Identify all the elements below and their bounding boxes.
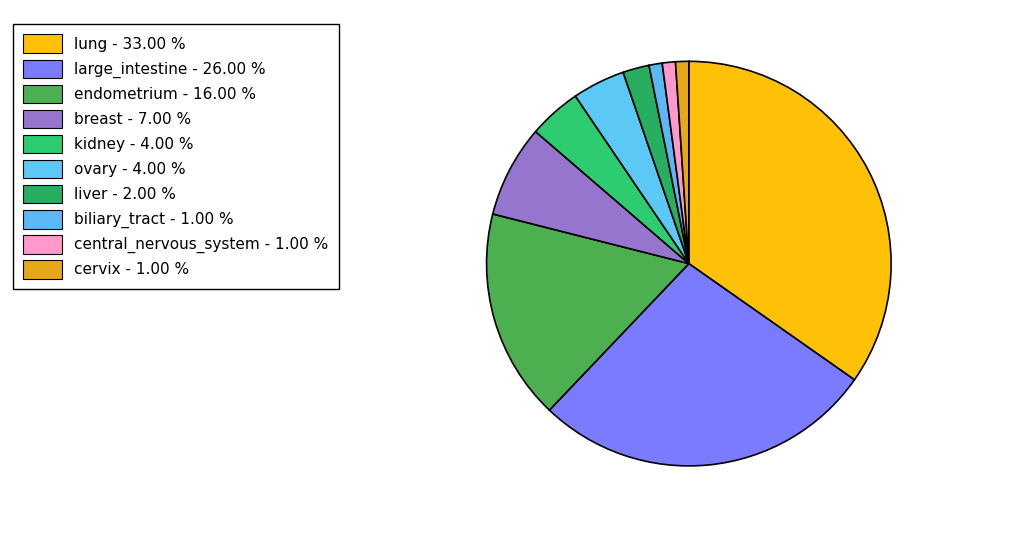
Wedge shape [536, 96, 689, 264]
Wedge shape [649, 63, 689, 264]
Wedge shape [623, 65, 689, 264]
Wedge shape [549, 264, 854, 466]
Wedge shape [575, 72, 689, 264]
Wedge shape [486, 214, 689, 410]
Wedge shape [663, 62, 689, 264]
Wedge shape [689, 61, 891, 380]
Legend: lung - 33.00 %, large_intestine - 26.00 %, endometrium - 16.00 %, breast - 7.00 : lung - 33.00 %, large_intestine - 26.00 … [13, 24, 338, 289]
Wedge shape [492, 132, 689, 264]
Wedge shape [676, 61, 689, 264]
